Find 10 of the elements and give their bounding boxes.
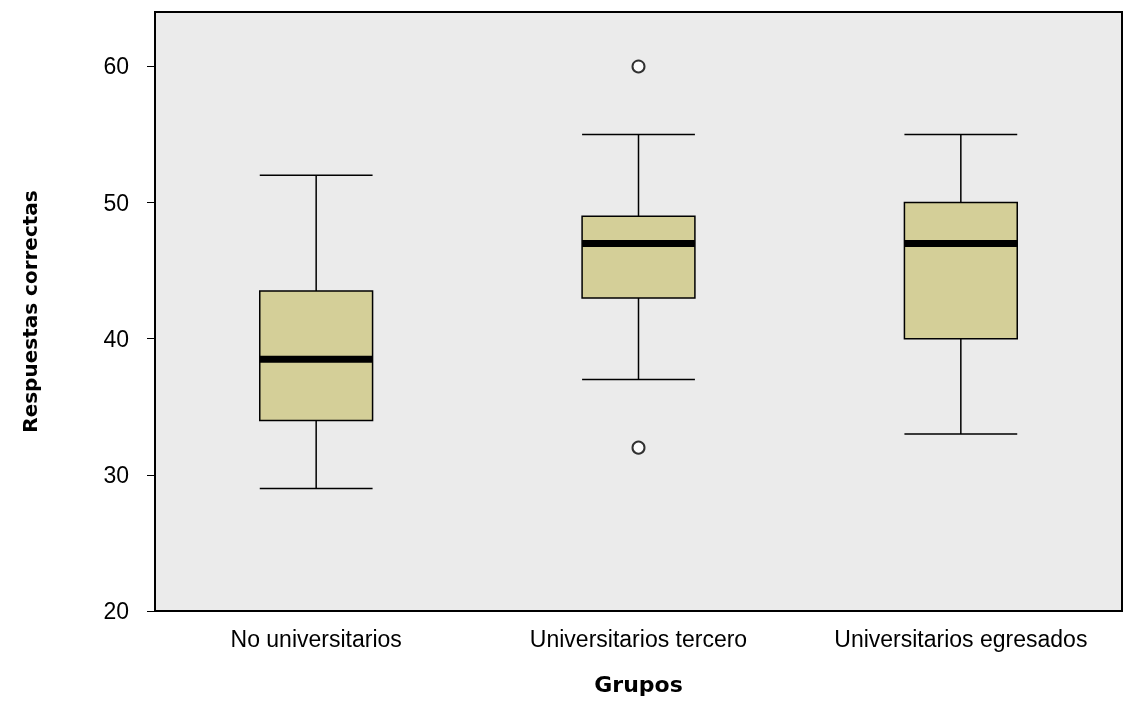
y-tick-label: 30 [103,461,129,488]
y-axis-title: Respuestas correctas [18,190,42,433]
x-tick-label: Universitarios tercero [529,625,748,652]
y-tick-label: 50 [103,189,129,216]
y-tick-label: 40 [103,325,129,352]
y-tick-label: 20 [103,598,129,624]
x-tick-label: No universitarios [230,625,402,652]
y-tick-label: 60 [103,53,129,80]
x-tick-label: Universitarios egresados [834,625,1088,652]
x-axis-title: Grupos [594,671,683,697]
